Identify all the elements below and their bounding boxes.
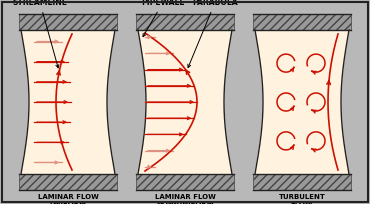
Text: PARABOLA: PARABOLA xyxy=(188,0,238,68)
Bar xyxy=(253,174,351,190)
Bar xyxy=(19,174,117,190)
Polygon shape xyxy=(138,30,232,174)
Bar xyxy=(19,14,117,30)
Text: LAMINAR FLOW
UNIFORM
(AXISYMMETRIC): LAMINAR FLOW UNIFORM (AXISYMMETRIC) xyxy=(35,194,101,204)
Text: PIPEWALL: PIPEWALL xyxy=(141,0,185,37)
Text: TURBULENT
FLOW: TURBULENT FLOW xyxy=(279,194,326,204)
Bar xyxy=(136,14,234,30)
Bar xyxy=(253,14,351,30)
Text: STREAMLINE: STREAMLINE xyxy=(13,0,67,68)
Text: LAMINAR FLOW
NON-UNIFORM
(ASYMMETRIC): LAMINAR FLOW NON-UNIFORM (ASYMMETRIC) xyxy=(155,194,215,204)
Polygon shape xyxy=(21,30,115,174)
Polygon shape xyxy=(255,30,349,174)
Bar xyxy=(136,174,234,190)
